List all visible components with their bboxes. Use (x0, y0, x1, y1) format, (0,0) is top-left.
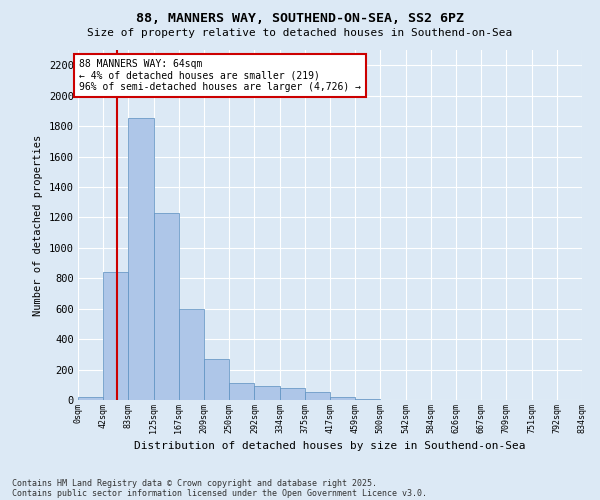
Text: Contains HM Land Registry data © Crown copyright and database right 2025.: Contains HM Land Registry data © Crown c… (12, 478, 377, 488)
Bar (103, 272, 128, 400)
Bar (179, 308, 205, 400)
X-axis label: Distribution of detached houses by size in Southend-on-Sea: Distribution of detached houses by size … (134, 441, 526, 451)
Text: 88 MANNERS WAY: 64sqm
← 4% of detached houses are smaller (219)
96% of semi-deta: 88 MANNERS WAY: 64sqm ← 4% of detached h… (79, 59, 361, 92)
Bar (205, 359, 229, 400)
Bar (229, 384, 254, 400)
Text: 88, MANNERS WAY, SOUTHEND-ON-SEA, SS2 6PZ: 88, MANNERS WAY, SOUTHEND-ON-SEA, SS2 6P… (136, 12, 464, 26)
Text: Size of property relative to detached houses in Southend-on-Sea: Size of property relative to detached ho… (88, 28, 512, 38)
Bar (305, 392, 330, 400)
Bar (78, 397, 103, 400)
Bar (128, 118, 154, 400)
Y-axis label: Number of detached properties: Number of detached properties (33, 134, 43, 316)
Text: Contains public sector information licensed under the Open Government Licence v3: Contains public sector information licen… (12, 488, 427, 498)
Bar (154, 213, 179, 400)
Bar (280, 388, 305, 400)
Bar (330, 397, 355, 400)
Bar (355, 399, 380, 400)
Bar (254, 386, 280, 400)
